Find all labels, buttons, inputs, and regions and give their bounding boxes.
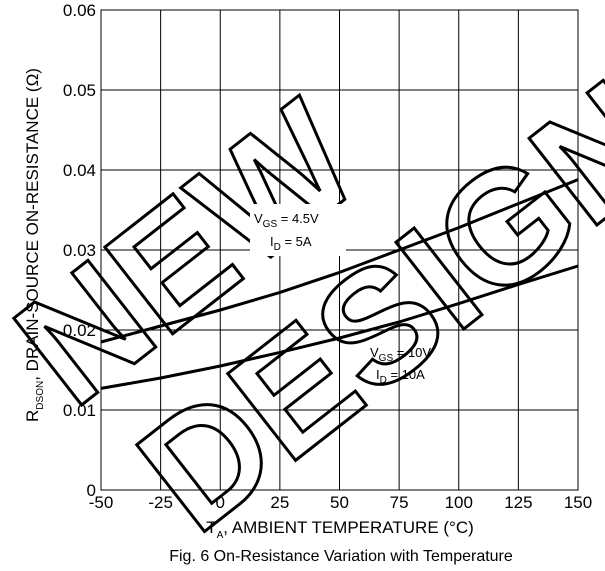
y-tick-label: 0 (87, 481, 96, 500)
series-line-2 (100, 264, 579, 390)
x-tick-label: 25 (270, 493, 289, 512)
x-tick-label: 150 (564, 493, 592, 512)
x-tick-label: -50 (89, 493, 114, 512)
series-1-annotation: VGS = 4.5V ID = 5A (250, 204, 346, 256)
x-tick-label: 50 (330, 493, 349, 512)
x-tick-labels: -50 -25 0 25 50 75 100 125 150 (89, 493, 592, 512)
y-tick-label: 0.03 (63, 241, 96, 260)
x-tick-label: 75 (390, 493, 409, 512)
series-layer (100, 178, 579, 390)
series-line-1 (100, 178, 579, 344)
series-2-label-vgs: VGS = 10V (370, 345, 431, 364)
y-tick-label: 0.06 (63, 1, 96, 20)
y-tick-labels: 0 0.01 0.02 0.03 0.04 0.05 0.06 (63, 1, 96, 500)
series-1-label-id: ID = 5A (270, 234, 312, 253)
y-tick-label: 0.01 (63, 401, 96, 420)
x-tick-label: 0 (216, 493, 225, 512)
x-tick-label: 125 (504, 493, 532, 512)
x-tick-label: -25 (148, 493, 173, 512)
x-axis-title: TA, AMBIENT TEMPERATURE (°C) (206, 518, 474, 541)
series-2-label-id: ID = 10A (376, 367, 425, 386)
y-tick-label: 0.02 (63, 321, 96, 340)
series-2-annotation: VGS = 10V ID = 10A (370, 345, 431, 386)
plot-frame (100, 9, 579, 491)
y-tick-label: 0.04 (63, 161, 96, 180)
figure-caption: Fig. 6 On-Resistance Variation with Temp… (169, 548, 513, 565)
x-tick-label: 100 (445, 493, 473, 512)
series-1-label-vgs: VGS = 4.5V (254, 211, 319, 230)
y-axis-title: RDSON, DRAIN-SOURCE ON-RESISTANCE (Ω) (23, 68, 46, 422)
y-tick-label: 0.05 (63, 81, 96, 100)
